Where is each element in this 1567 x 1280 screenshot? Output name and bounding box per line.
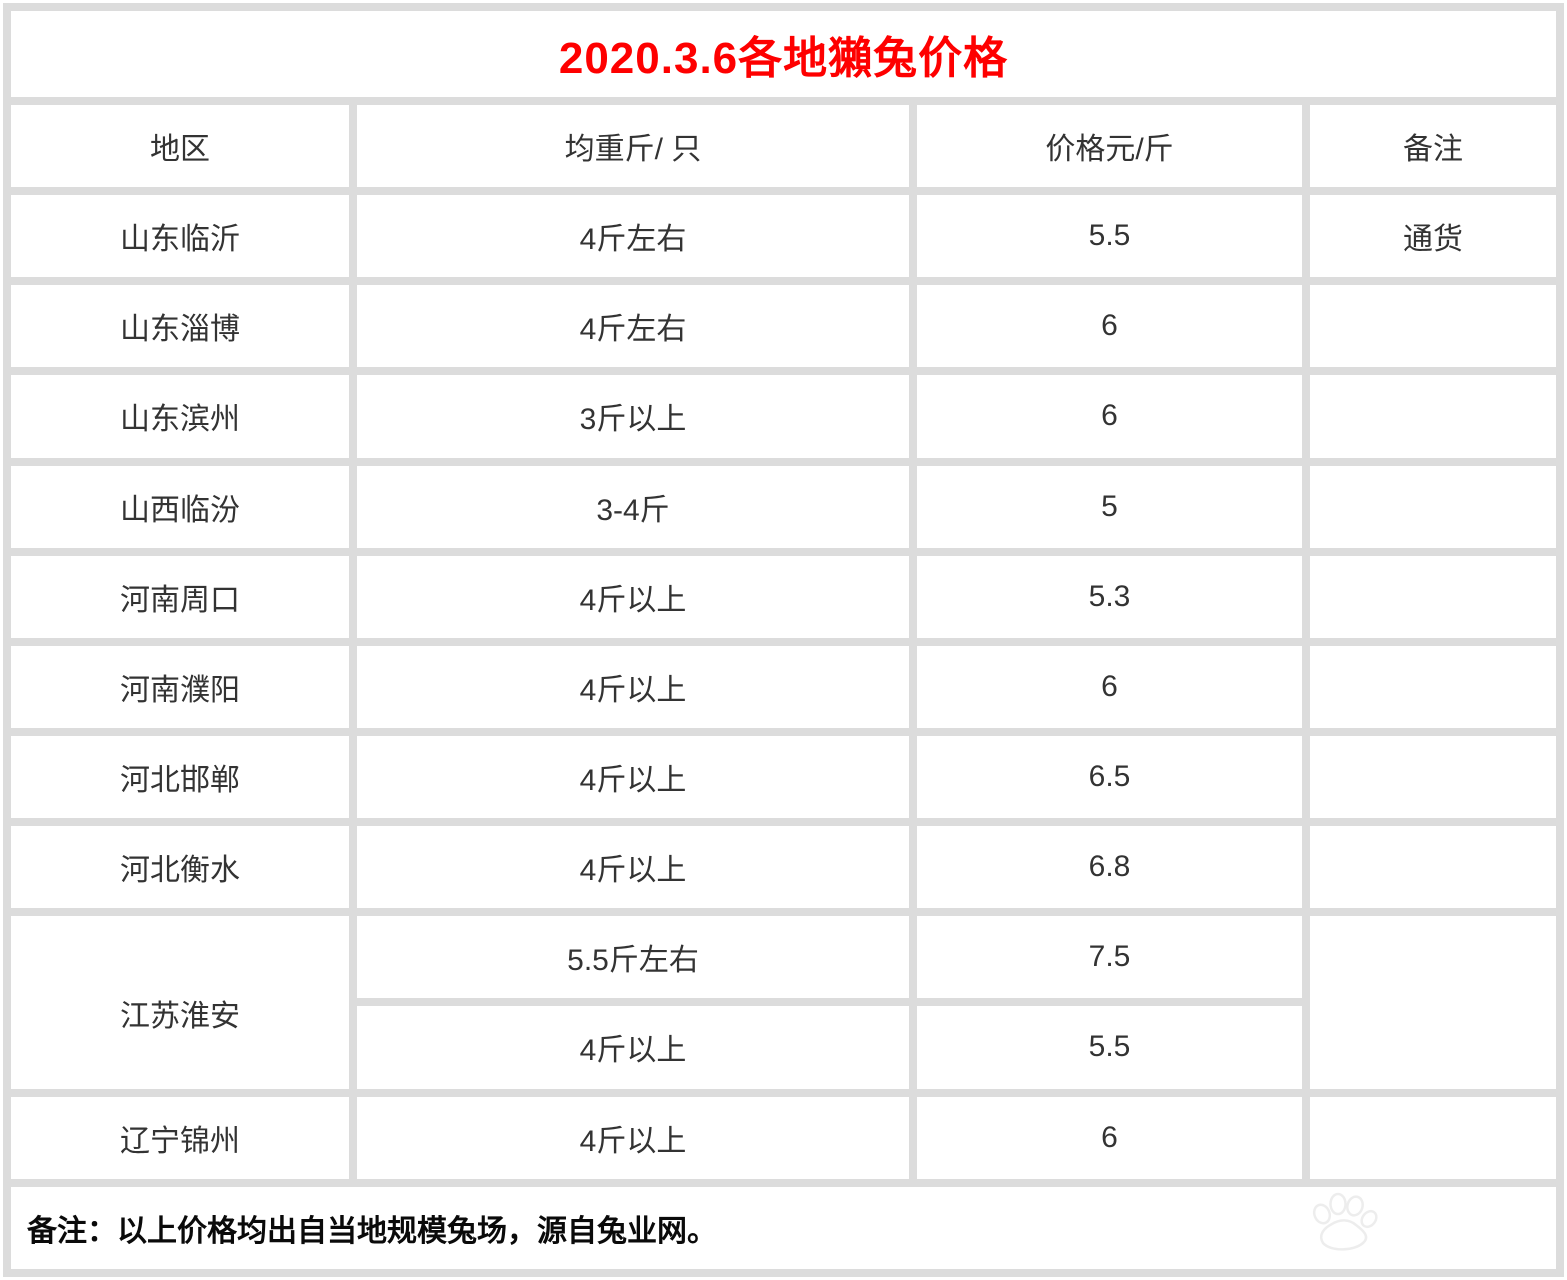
table-row: 山东淄博 4斤左右 6 <box>11 285 1556 368</box>
region-cell: 山东滨州 <box>11 375 349 458</box>
price-cell: 5.3 <box>917 555 1302 638</box>
price-cell: 5 <box>917 465 1302 548</box>
table-row: 山东滨州 3斤以上 6 <box>11 375 1556 458</box>
weight-cell: 4斤以上 <box>357 735 909 819</box>
weight-cell: 3-4斤 <box>357 465 909 548</box>
price-cell: 6.8 <box>917 826 1302 909</box>
price-cell: 7.5 <box>917 916 1302 999</box>
weight-cell: 4斤左右 <box>357 195 909 278</box>
note-cell <box>1310 645 1556 728</box>
region-cell: 河北邯郸 <box>11 735 349 819</box>
region-cell: 江苏淮安 <box>11 916 349 1089</box>
header-price: 价格元/斤 <box>917 105 1302 188</box>
price-cell: 6 <box>917 285 1302 368</box>
price-cell: 6 <box>917 1096 1302 1179</box>
price-cell: 5.5 <box>917 1006 1302 1089</box>
table-row: 山西临汾 3-4斤 5 <box>11 465 1556 548</box>
price-cell: 6.5 <box>917 735 1302 819</box>
region-cell: 河北衡水 <box>11 826 349 909</box>
footer-note: 备注：以上价格均出自当地规模兔场，源自兔业网。 <box>27 1214 717 1248</box>
region-cell: 河南周口 <box>11 555 349 638</box>
note-cell <box>1310 555 1556 638</box>
note-cell <box>1310 465 1556 548</box>
price-cell: 6 <box>917 375 1302 458</box>
region-cell: 河南濮阳 <box>11 645 349 728</box>
header-region: 地区 <box>11 105 349 188</box>
note-cell <box>1310 735 1556 819</box>
note-cell: 通货 <box>1310 195 1556 278</box>
paw-watermark-icon <box>1312 1192 1378 1251</box>
footer-note-cell: 备注：以上价格均出自当地规模兔场，源自兔业网。 <box>11 1186 1556 1269</box>
region-cell: 山东淄博 <box>11 285 349 368</box>
rabbit-price-table: 2020.3.6各地獺兔价格 地区 均重斤/ 只 价格元/斤 备注 山东临沂 4… <box>3 3 1564 1277</box>
weight-cell: 3斤以上 <box>357 375 909 458</box>
header-weight: 均重斤/ 只 <box>357 105 909 188</box>
region-cell: 山东临沂 <box>11 195 349 278</box>
note-cell <box>1310 375 1556 458</box>
weight-cell: 4斤以上 <box>357 1096 909 1179</box>
note-cell <box>1310 1096 1556 1179</box>
weight-cell: 4斤左右 <box>357 285 909 368</box>
region-cell: 辽宁锦州 <box>11 1096 349 1179</box>
table-row: 河南周口 4斤以上 5.3 <box>11 555 1556 638</box>
table-row: 辽宁锦州 4斤以上 6 <box>11 1096 1556 1179</box>
table-row: 河北邯郸 4斤以上 6.5 <box>11 735 1556 819</box>
table-row: 河南濮阳 4斤以上 6 <box>11 645 1556 728</box>
price-cell: 5.5 <box>917 195 1302 278</box>
note-cell <box>1310 826 1556 909</box>
note-cell <box>1310 916 1556 1089</box>
note-cell <box>1310 285 1556 368</box>
weight-cell: 4斤以上 <box>357 555 909 638</box>
region-cell: 山西临汾 <box>11 465 349 548</box>
table-row: 江苏淮安 5.5斤左右 7.5 <box>11 916 1556 1089</box>
weight-cell: 4斤以上 <box>357 1006 909 1089</box>
weight-cell: 5.5斤左右 <box>357 916 909 999</box>
table-title: 2020.3.6各地獺兔价格 <box>11 11 1556 97</box>
table-row: 河北衡水 4斤以上 6.8 <box>11 826 1556 909</box>
price-cell: 6 <box>917 645 1302 728</box>
weight-cell: 4斤以上 <box>357 645 909 728</box>
table-row: 山东临沂 4斤左右 5.5 通货 <box>11 195 1556 278</box>
table-row: 4斤以上 5.5 <box>11 1006 1556 1089</box>
header-note: 备注 <box>1310 105 1556 188</box>
weight-cell: 4斤以上 <box>357 826 909 909</box>
